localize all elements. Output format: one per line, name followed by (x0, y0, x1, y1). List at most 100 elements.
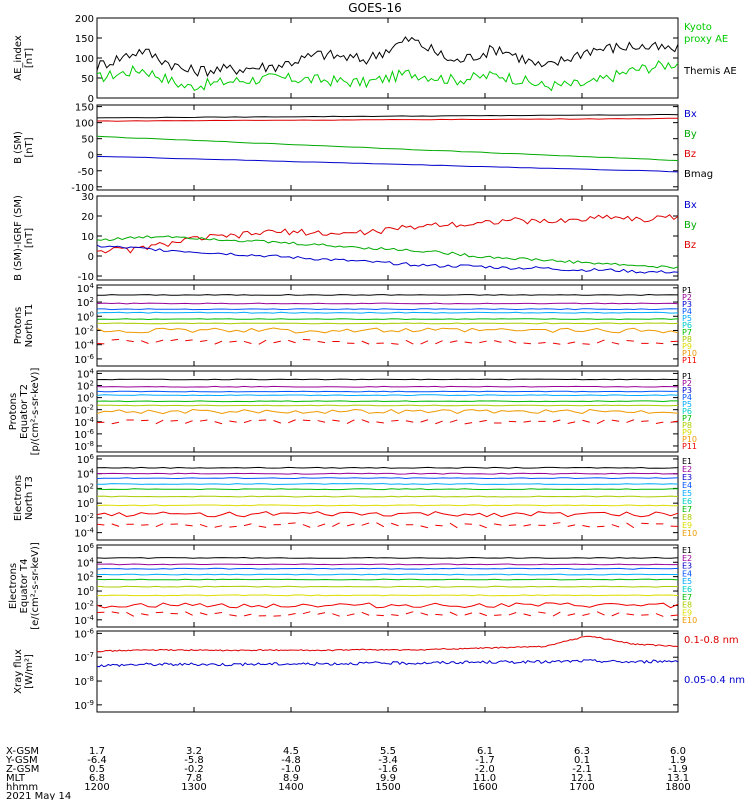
channel-en-9-seg (552, 522, 561, 524)
channel-en-8 (96, 511, 679, 518)
channel-pe-5 (96, 400, 678, 403)
y-tick-label: 100 (77, 585, 94, 598)
channel-ee-9-seg (420, 612, 429, 616)
channel-pn-8-seg (596, 339, 605, 344)
channel-en-9-seg (435, 524, 443, 527)
legend-channel: E10 (682, 616, 697, 625)
y-tick-label: 10-2 (74, 404, 94, 417)
y-tick-label: 106 (77, 542, 95, 555)
channel-en-9-seg (523, 524, 532, 527)
channel-en-9-seg (391, 522, 399, 527)
channel-pn-8-seg (508, 340, 517, 344)
y-axis-label: Electrons (13, 475, 24, 521)
y-tick-label: 10 (81, 232, 94, 243)
channel-pn-8-seg (229, 340, 237, 343)
channel-pn-8-seg (449, 340, 458, 343)
legend-entry: Kyoto (684, 22, 712, 33)
orbit-value: 6.3 (574, 746, 590, 757)
orbit-value: 9.9 (380, 773, 396, 784)
channel-ee-9-seg (111, 611, 120, 614)
panel-frame (96, 455, 679, 541)
y-tick-label: 100 (77, 392, 94, 405)
orbit-value: 12.1 (571, 773, 593, 784)
legend-channel: P5 (682, 314, 692, 323)
legend-entry: By (684, 129, 697, 140)
legend-channel: P6 (682, 407, 692, 416)
legend-channel: E9 (682, 521, 692, 530)
y-tick-label: 100 (75, 54, 94, 65)
channel-pn-2 (96, 302, 679, 305)
legend-entry: Bmag (684, 169, 713, 180)
series-ae-kyoto-proxy-ae (96, 60, 679, 92)
legend-channel: P10 (682, 435, 697, 444)
channel-pn-8-seg (155, 339, 164, 343)
channel-pn-6 (96, 322, 679, 325)
y-tick-label: 10-2 (74, 512, 94, 525)
channel-ee-9-seg (302, 611, 311, 615)
channel-en-6 (96, 495, 679, 498)
channel-en-4 (97, 483, 679, 485)
channel-ee-9-seg (626, 613, 634, 616)
channel-pn-8-seg (111, 338, 120, 341)
orbit-row-label: hhmm (6, 782, 38, 793)
orbit-value: 7.8 (186, 773, 202, 784)
orbit-value: -1.9 (668, 764, 688, 775)
orbit-value: 11.0 (474, 773, 496, 784)
orbit-value: 6.1 (477, 746, 493, 757)
orbit-value: -3.4 (378, 755, 398, 766)
orbit-value: 0.5 (89, 764, 105, 775)
channel-pe-8-seg (405, 420, 414, 423)
channel-pe-1 (96, 378, 679, 381)
y-tick-label: 10-6 (74, 627, 94, 640)
channel-ee-7 (97, 594, 679, 597)
channel-pn-8-seg (317, 340, 326, 344)
orbit-value: 6.8 (89, 773, 105, 784)
channel-ee-9-seg (464, 612, 473, 616)
channel-pn-8-seg (185, 339, 193, 342)
y-tick-label: 102 (77, 296, 94, 309)
channel-ee-9-seg (214, 611, 223, 614)
channel-ee-4 (96, 573, 678, 576)
y-tick-label: 0 (88, 252, 94, 263)
series-xray-0-1-0-8-nm (96, 635, 679, 653)
channel-en-9-seg (243, 523, 252, 527)
channel-ee-9-seg (552, 611, 561, 617)
legend-channel: P6 (682, 321, 692, 330)
y-tick-label: 104 (77, 556, 95, 569)
y-axis-label: [p/(cm²-s-sr-keV)] (30, 368, 41, 456)
y-axis-label: Equator T4 (19, 559, 30, 614)
channel-pn-8-seg (170, 338, 178, 342)
y-tick-label: 106 (77, 453, 95, 466)
channel-ee-2 (97, 563, 678, 566)
channel-pn-8-seg (126, 340, 134, 343)
channel-ee-9-seg (361, 611, 370, 616)
y-tick-label: 102 (77, 571, 94, 584)
y-tick-label: 100 (77, 310, 94, 323)
channel-en-9-seg (302, 524, 311, 528)
channel-en-9-seg (611, 524, 620, 528)
legend-channel: P9 (682, 342, 692, 351)
channel-pe-8-seg (185, 420, 193, 424)
channel-pe-8-seg (523, 420, 531, 423)
legend-channel: E7 (682, 505, 692, 514)
channel-ee-9-seg (317, 612, 326, 615)
channel-ee-9-seg (538, 611, 546, 614)
orbit-row-label: X-GSM (6, 746, 39, 757)
panel-frame (96, 630, 679, 713)
legend-entry: Bx (684, 109, 697, 120)
channel-pn-8-seg (611, 341, 620, 345)
y-tick-label: 150 (75, 34, 94, 45)
y-tick-label: 10-4 (74, 416, 94, 429)
channel-pe-8-seg (361, 419, 370, 423)
legend-entry: By (684, 220, 697, 231)
channel-ee-9-seg (391, 614, 399, 617)
channel-en-9-seg (185, 524, 193, 527)
channel-ee-9-seg (523, 613, 532, 617)
channel-pe-8-seg (332, 419, 340, 422)
channel-pe-8-seg (391, 419, 399, 422)
y-tick-label: 30 (81, 192, 94, 203)
chart-title: GOES-16 (348, 1, 402, 15)
channel-pn-8-seg (288, 339, 296, 344)
